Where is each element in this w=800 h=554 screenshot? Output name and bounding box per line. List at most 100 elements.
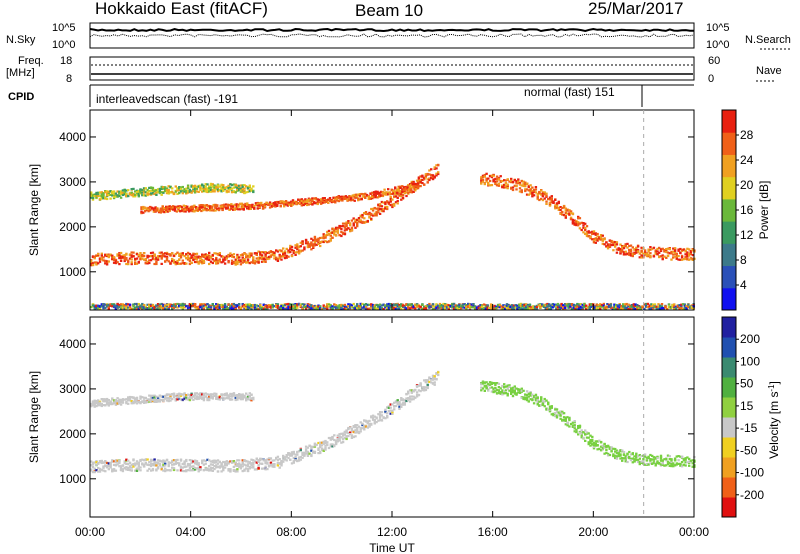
echo-cell [334,443,338,446]
echo-cell [665,248,668,251]
echo-cell [401,188,404,191]
echo-cell [202,469,206,472]
echo-cell [657,307,660,310]
echo-cell [509,307,512,310]
echo-cell [349,222,352,225]
echo-cell [529,184,532,187]
echo-cell [665,250,668,254]
echo-cell [664,305,667,308]
echo-cell [220,465,223,468]
echo-cell [308,444,311,447]
echo-cell [167,463,170,466]
echo-cell [246,467,250,470]
echo-cell [387,406,391,409]
echo-cell [271,459,274,462]
echo-cell [142,252,146,255]
echo-cell [396,193,399,196]
echo-cell [167,188,170,192]
echo-cell [239,208,242,211]
echo-cell [201,307,204,310]
echo-cell [667,303,671,306]
echo-cell [164,189,167,192]
echo-cell [166,208,170,211]
echo-cell [114,258,118,261]
echo-cell [213,252,216,255]
echo-cell [363,424,366,427]
echo-cell [269,254,273,257]
echo-cell [253,460,257,463]
echo-cell [196,209,200,212]
echo-cell [190,461,193,464]
echo-cell [364,192,367,195]
echo-cell [415,305,419,308]
echo-cell [112,256,116,259]
echo-cell [211,463,214,466]
echo-cell [139,466,142,469]
echo-cell [197,470,200,473]
echo-cell [95,262,98,265]
echo-cell [284,200,288,203]
echo-cell [336,440,339,443]
echo-cell [326,305,329,308]
echo-cell [202,459,206,462]
echo-cell [333,438,336,442]
echo-cell [160,466,163,469]
echo-cell [193,459,197,462]
echo-cell [391,403,394,406]
echo-cell [174,185,177,188]
echo-cell [373,307,376,310]
echo-cell [335,199,339,202]
echo-cell [189,207,193,210]
echo-cell [435,303,438,306]
echo-cell [185,191,188,194]
echo-cell [565,304,569,307]
echo-cell [421,178,424,181]
echo-cell [276,303,280,306]
echo-cell [326,230,329,233]
echo-cell [230,255,234,258]
echo-cell [440,304,443,307]
echo-cell [179,458,183,461]
echo-cell [167,469,170,472]
echo-cell [599,235,603,238]
echo-cell [386,406,389,409]
echo-cell [158,303,162,306]
echo-cell [195,252,199,255]
echo-cell [256,207,259,210]
echo-cell [686,247,689,250]
echo-cell [376,192,379,195]
echo-cell [179,469,183,472]
echo-cell [202,463,206,466]
echo-cell [142,193,146,196]
echo-cell [567,305,570,308]
echo-cell [317,237,320,240]
echo-cell [93,255,96,258]
echo-cell [304,448,308,451]
echo-cell [334,227,338,230]
echo-cell [250,252,253,255]
echo-cell [193,210,196,213]
echo-cell [285,454,288,457]
echo-cell [227,461,230,464]
echo-cell [292,305,295,308]
echo-cell [132,195,135,198]
echo-cell [201,187,204,190]
echo-cell [123,190,126,193]
echo-cell [591,232,594,235]
echo-cell [680,303,683,306]
echo-cell [178,262,181,265]
echo-cell [215,461,218,464]
echo-cell [296,248,299,251]
echo-cell [379,191,383,194]
echo-cell [127,263,130,266]
echo-cell [628,251,631,254]
echo-cell [672,253,675,256]
echo-cell [315,307,318,310]
echo-cell [190,469,193,472]
echo-cell [190,303,193,306]
echo-cell [256,202,259,205]
echo-cell [317,239,320,242]
echo-cell [690,305,694,308]
echo-cell [128,466,132,469]
echo-cell [555,202,559,205]
